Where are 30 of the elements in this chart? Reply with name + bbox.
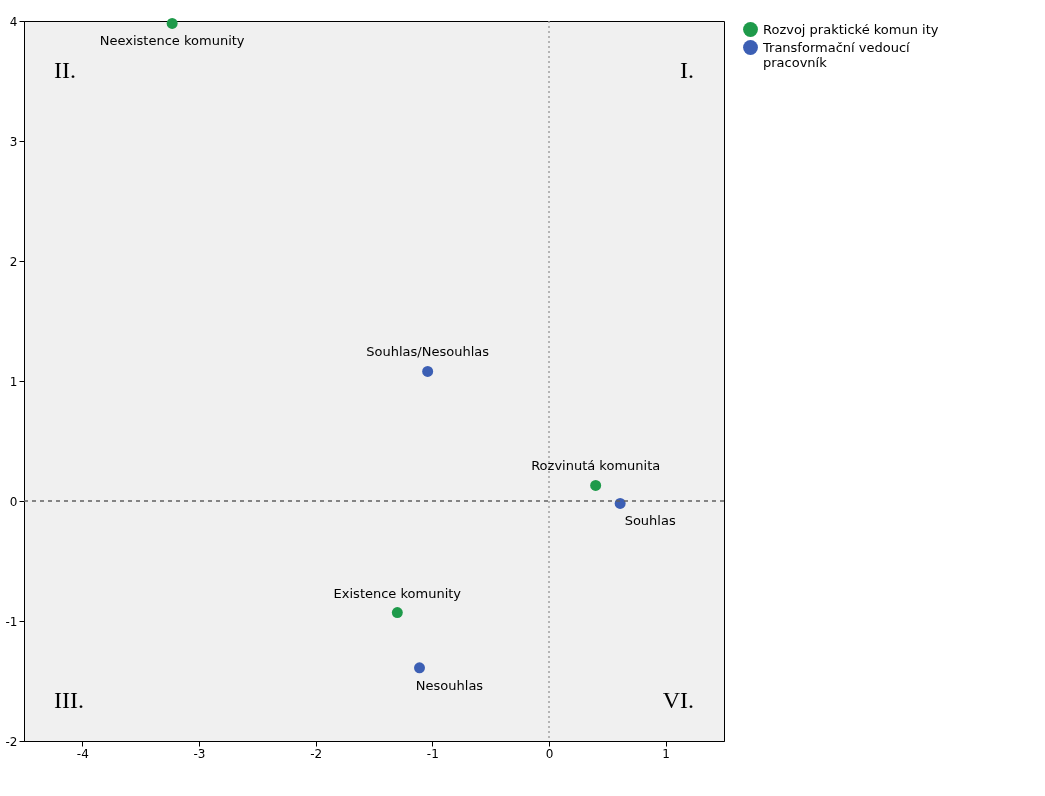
y-tick-label: 2 xyxy=(9,254,18,269)
point xyxy=(590,479,602,491)
y-tick-label: 1 xyxy=(9,374,18,389)
x-tick-label: -2 xyxy=(310,746,323,761)
y-tick-label: 4 xyxy=(9,14,18,29)
annotation: II. xyxy=(54,57,76,83)
annotation: Nesouhlas xyxy=(415,677,484,693)
annotation: Rozvinutá komunita xyxy=(531,458,661,474)
y-tick-label: -1 xyxy=(5,614,18,629)
annotation: Souhlas xyxy=(624,513,676,529)
annotation: VI. xyxy=(662,687,694,713)
legend-label: Rozvoj praktické komun ity xyxy=(763,21,939,37)
point xyxy=(422,365,434,377)
annotation: Souhlas/Nesouhlas xyxy=(366,344,490,360)
point xyxy=(391,607,403,619)
x-tick-label: 0 xyxy=(545,746,554,761)
legend-label: Transformační vedoucí pracovník xyxy=(762,39,911,70)
annotation: I. xyxy=(680,57,694,83)
x-tick-label: -1 xyxy=(426,746,439,761)
y-tick-label: 0 xyxy=(9,494,18,509)
point xyxy=(414,662,425,674)
point xyxy=(166,17,178,29)
y-tick-label: -2 xyxy=(5,734,18,749)
annotation: III. xyxy=(54,687,84,713)
annotation: Existence komunity xyxy=(333,585,462,601)
y-tick-label: 3 xyxy=(9,134,18,149)
x-tick-label: -3 xyxy=(193,746,206,761)
x-tick-label: -4 xyxy=(76,746,89,761)
x-tick-label: 1 xyxy=(662,746,670,761)
annotation: Neexistence komunity xyxy=(99,33,245,49)
